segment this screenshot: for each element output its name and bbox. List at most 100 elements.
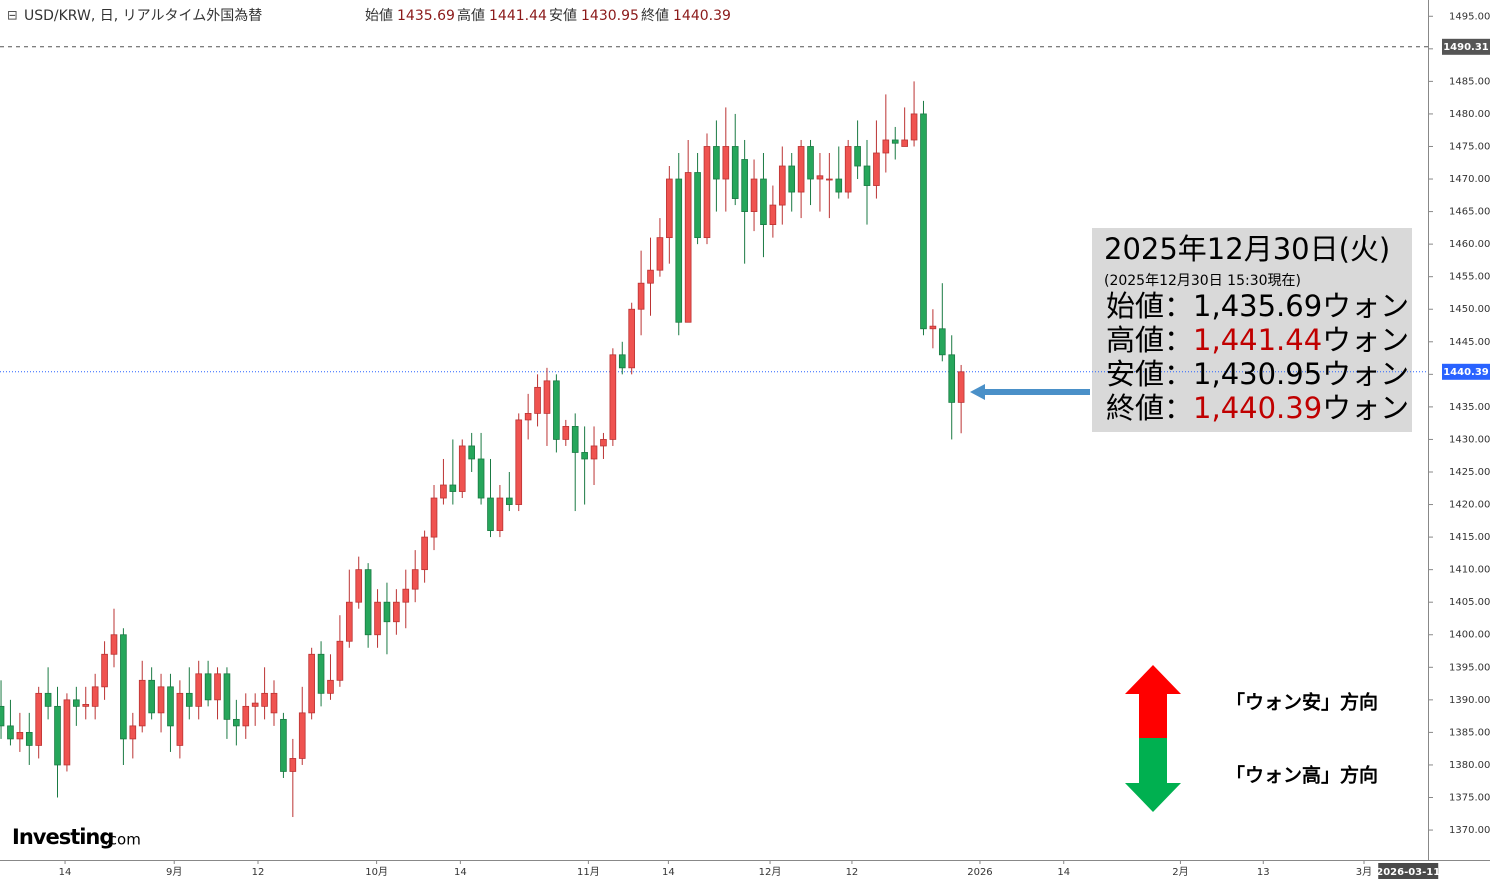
candle-body	[496, 497, 504, 531]
candle-body	[449, 484, 457, 492]
candle-body	[383, 601, 391, 623]
candle-body	[289, 758, 297, 772]
y-tick-label: 1445.00	[1449, 337, 1490, 348]
x-tick-label: 12	[846, 867, 859, 878]
candle-body	[807, 146, 814, 180]
candle-body	[101, 653, 108, 688]
candle-body	[63, 699, 71, 766]
y-tick-label: 1450.00	[1449, 304, 1490, 315]
candle-body	[138, 679, 146, 727]
candle-body	[44, 692, 52, 707]
candle-body	[722, 146, 730, 180]
candle-body	[73, 699, 80, 707]
candle-body	[609, 354, 617, 440]
candle-body	[854, 146, 861, 167]
candle-body	[270, 692, 278, 714]
info-line: 安値：1,430.95ウォン	[1106, 357, 1409, 391]
x-tick-label: 2026	[967, 867, 992, 878]
candle-body	[553, 380, 560, 440]
y-tick-label: 1485.00	[1449, 76, 1490, 87]
info-line: 高値：1,441.44ウォン	[1106, 323, 1409, 357]
y-tick-label: 1375.00	[1449, 793, 1490, 804]
x-tick-label: 2月	[1172, 866, 1188, 878]
candle-body	[148, 679, 155, 714]
logo-brand: Investing	[12, 825, 113, 849]
candle-body	[637, 282, 645, 310]
x-tick-label: 10月	[365, 866, 388, 878]
x-tick-label: 14	[454, 867, 467, 878]
candle-body	[581, 452, 588, 460]
info-asof: (2025年12月30日 15:30現在)	[1104, 273, 1301, 289]
candle-body	[327, 679, 334, 694]
y-tick-label: 1460.00	[1449, 239, 1490, 250]
y-tick-label: 1380.00	[1449, 760, 1490, 771]
candle-body	[129, 725, 137, 740]
y-tick-label: 1400.00	[1449, 630, 1490, 641]
candle-body	[628, 308, 636, 369]
candle-body	[204, 673, 212, 701]
candle-body	[402, 588, 410, 603]
candle-body	[666, 178, 673, 239]
logo-suffix: .com	[104, 831, 141, 849]
candle-body	[844, 146, 852, 193]
candle-body	[694, 172, 701, 239]
candle-body	[411, 569, 419, 590]
candle-body	[477, 458, 485, 499]
candle-body	[524, 412, 532, 421]
candle-body	[618, 354, 626, 369]
candle-body	[35, 692, 43, 746]
candle-body	[298, 712, 306, 759]
candle-body	[25, 731, 33, 746]
candle-body	[684, 172, 692, 323]
price-label: 1490.31	[1443, 42, 1489, 53]
info-unit: ウォン	[1322, 391, 1409, 425]
candle-body	[308, 653, 315, 714]
candle-body	[110, 634, 118, 655]
header-ohlc-label: 終値	[641, 8, 669, 24]
x-tick-label: 14	[1057, 867, 1070, 878]
candle-body	[167, 686, 174, 727]
candle-body	[769, 204, 777, 226]
candle-body	[816, 175, 824, 180]
candle-body	[355, 569, 363, 603]
direction-up-label: 「ウォン安」方向	[1226, 691, 1378, 714]
info-label: 安値	[1106, 357, 1164, 391]
candle-body	[910, 113, 918, 141]
candle-body	[600, 439, 607, 447]
candle-body	[195, 673, 203, 707]
info-value: 1,441.44	[1193, 323, 1322, 357]
candle-body	[590, 445, 598, 460]
candle-body	[120, 634, 127, 740]
cursor-date: 2026-03-11	[1376, 867, 1440, 878]
header-ohlc-label: 安値	[549, 8, 577, 24]
y-tick-label: 1455.00	[1449, 272, 1490, 283]
candle-body	[16, 731, 24, 740]
y-tick-label: 1475.00	[1449, 141, 1490, 152]
info-unit: ウォン	[1322, 323, 1409, 357]
info-line: 終値：1,440.39ウォン	[1106, 391, 1409, 425]
collapse-icon[interactable]: ⊟	[7, 9, 18, 24]
candle-body	[458, 445, 466, 492]
candle-body	[54, 705, 61, 766]
cursor-date-bg	[1378, 863, 1439, 879]
candle-body	[929, 325, 937, 330]
y-tick-label: 1425.00	[1449, 467, 1490, 478]
info-label: 始値	[1106, 289, 1164, 323]
candle-body	[91, 686, 99, 707]
x-tick-label: 11月	[577, 866, 600, 878]
info-box	[1092, 228, 1412, 432]
info-value: 1,440.39	[1193, 391, 1322, 425]
candle-body	[534, 386, 541, 414]
candle-body	[317, 653, 325, 694]
candle-body	[487, 497, 494, 531]
info-date: 2025年12月30日(火)	[1104, 232, 1390, 266]
candle-body	[750, 178, 758, 212]
y-tick-label: 1385.00	[1449, 727, 1490, 738]
candle-body	[515, 419, 523, 505]
candle-body	[374, 601, 381, 636]
candle-body	[957, 371, 965, 403]
candle-body	[863, 165, 871, 186]
header-title: USD/KRW, 日, リアルタイム外国為替	[24, 8, 262, 24]
candle-body	[835, 178, 843, 193]
